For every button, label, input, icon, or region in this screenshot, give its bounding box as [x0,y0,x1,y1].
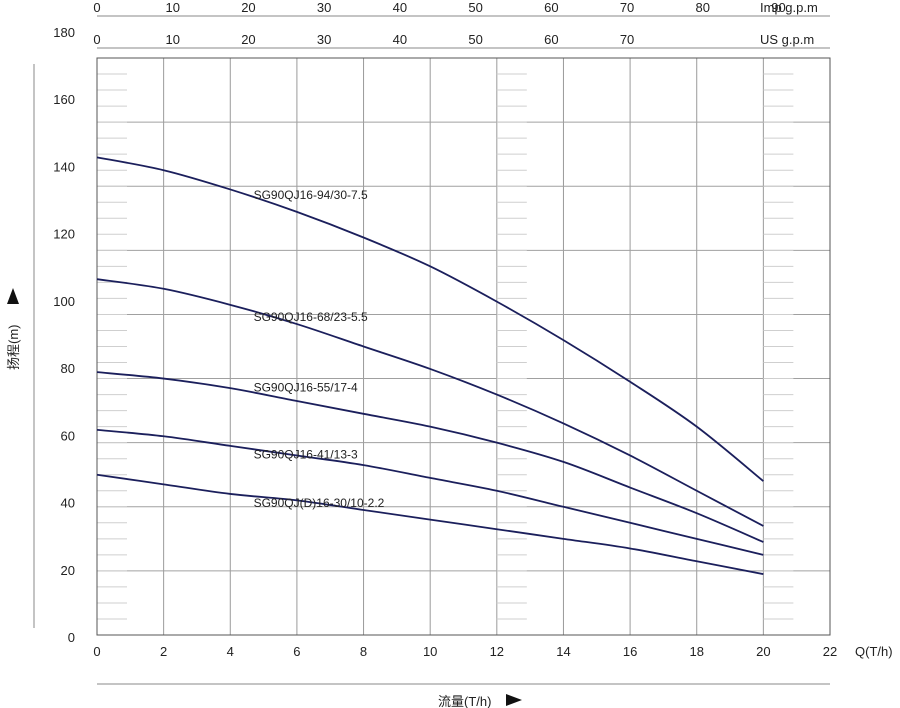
top-axis-tick-label: 30 [317,32,331,47]
x-tick-label: 16 [623,644,637,659]
top-axis-unit-label: US g.p.m [760,32,814,47]
y-tick-label: 60 [61,428,75,443]
top-axis-tick-label: 20 [241,32,255,47]
top-axis-tick-label: 60 [544,32,558,47]
top-axis-tick-label: 60 [544,0,558,15]
x-tick-label: 6 [293,644,300,659]
curve-label: SG90QJ16-55/17-4 [254,380,358,394]
y-axis-title: 扬程(m) [6,325,21,371]
top-axis-unit-label: Imp g.p.m [760,0,818,15]
curve-label: SG90QJ16-41/13-3 [254,448,358,462]
x-tick-label: 8 [360,644,367,659]
y-tick-label: 120 [53,227,75,242]
x-tick-label: 0 [93,644,100,659]
x-tick-label: 12 [490,644,504,659]
pump-curve [96,278,764,527]
top-axis-tick-label: 30 [317,0,331,15]
x-unit-label: Q(T/h) [855,644,893,659]
top-axis-tick-label: 90 [771,0,785,15]
curve-label: SG90QJ16-94/30-7.5 [254,188,368,202]
top-axis-tick-label: 0 [93,0,100,15]
minor-ticks [97,73,794,620]
y-tick-label: 160 [53,92,75,107]
top-axis-tick-label: 10 [165,0,179,15]
x-tick-label: 2 [160,644,167,659]
y-tick-label: 40 [61,496,75,511]
y-axis-arrow-icon [7,288,19,304]
y-tick-label: 80 [61,361,75,376]
y-tick-labels: 0 20 40 60 80 100 120 140 160 180 [53,25,75,645]
top-axis-tick-label: 70 [620,0,634,15]
top-axis-tick-label: 20 [241,0,255,15]
pump-curve [96,473,764,575]
x-tick-label: 22 [823,644,837,659]
pump-curve [96,428,764,556]
x-tick-label: 18 [689,644,703,659]
top-axis-tick-label: 40 [393,32,407,47]
x-tick-label: 4 [227,644,234,659]
top-axis-tick-label: 80 [696,0,710,15]
x-tick-label: 20 [756,644,770,659]
x-axis-title: 流量(T/h) [438,694,491,708]
curves [96,156,764,575]
top-axis-tick-label: 40 [393,0,407,15]
top-axis-tick-label: 0 [93,32,100,47]
curve-labels: SG90QJ16-94/30-7.5 SG90QJ16-68/23-5.5 SG90… [254,188,385,510]
plot-frame [96,57,831,636]
x-axis-arrow-icon [506,694,522,706]
curve-label: SG90QJ16-68/23-5.5 [254,310,368,324]
pump-curve [96,371,764,543]
top-axis-tick-label: 50 [468,0,482,15]
top-axis-tick-label: 50 [468,32,482,47]
x-tick-label: 10 [423,644,437,659]
y-tick-label: 100 [53,294,75,309]
pump-curve [96,156,764,482]
y-tick-label: 0 [68,630,75,645]
curve-label: SG90QJ(D)16-30/10-2.2 [254,496,385,510]
top-axis-tick-label: 70 [620,32,634,47]
y-tick-label: 20 [61,563,75,578]
x-tick-labels: 0 2 4 6 8 10 12 14 16 18 20 22 [93,644,837,659]
y-tick-label: 180 [53,25,75,40]
grid [96,58,831,635]
y-tick-label: 140 [53,159,75,174]
x-tick-label: 14 [556,644,570,659]
top-axis-tick-label: 10 [165,32,179,47]
